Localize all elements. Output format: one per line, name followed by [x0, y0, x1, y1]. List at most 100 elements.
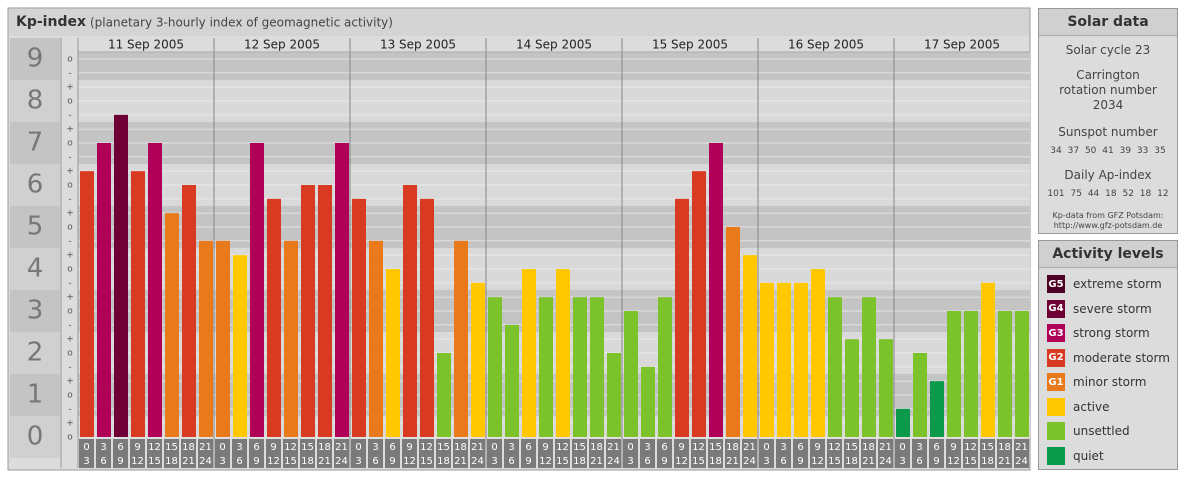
interval-end: 18: [573, 456, 586, 467]
legend-swatch: G3: [1047, 324, 1065, 343]
interval-cell: [164, 439, 179, 468]
minor-tick-label: -: [68, 362, 71, 372]
bar: [777, 282, 791, 437]
interval-end: 6: [236, 456, 242, 467]
bar: [165, 213, 179, 437]
interval-cell: [504, 439, 519, 468]
legend-item: G3 strong storm: [1039, 321, 1177, 346]
interval-start: 12: [692, 442, 705, 453]
interval-cell: [691, 439, 706, 468]
interval-start: 6: [117, 442, 123, 453]
interval-start: 15: [437, 442, 450, 453]
interval-end: 3: [83, 456, 89, 467]
bar: [182, 185, 196, 437]
interval-cell: [963, 439, 978, 468]
sunspot-value: 39: [1119, 146, 1132, 156]
interval-end: 24: [335, 456, 348, 467]
interval-start: 0: [627, 442, 633, 453]
chart-title: Kp-index: [16, 14, 86, 30]
y-tick-label: 8: [27, 86, 44, 116]
interval-start: 0: [899, 442, 905, 453]
interval-cell: [980, 439, 995, 468]
interval-cell: [861, 439, 876, 468]
bar: [964, 311, 978, 437]
y-tick-label: 1: [27, 380, 44, 410]
y-tick-label: 0: [27, 422, 44, 452]
legend-swatch: G5: [1047, 275, 1065, 294]
interval-start: 21: [335, 442, 348, 453]
minor-tick-label: -: [68, 152, 71, 162]
bar: [352, 198, 366, 437]
interval-cell: [130, 439, 145, 468]
legend-item: unsettled: [1039, 419, 1177, 444]
bar: [131, 171, 145, 437]
interval-end: 15: [964, 456, 977, 467]
sunspot-value: 37: [1067, 146, 1080, 156]
y-label-cell: [10, 80, 60, 122]
minor-tick-label: o: [67, 349, 73, 359]
interval-cell: [844, 439, 859, 468]
interval-start: 3: [372, 442, 378, 453]
bar: [692, 171, 706, 437]
interval-cell: [402, 439, 417, 468]
bar: [420, 198, 434, 437]
band: [78, 52, 1030, 80]
ap-value: 75: [1070, 189, 1082, 199]
interval-cell: [351, 439, 366, 468]
interval-cell: [589, 439, 604, 468]
interval-end: 3: [219, 456, 225, 467]
interval-end: 15: [148, 456, 161, 467]
interval-cell: [113, 439, 128, 468]
interval-cell: [232, 439, 247, 468]
bar: [199, 240, 213, 437]
interval-cell: [266, 439, 281, 468]
interval-end: 24: [743, 456, 756, 467]
interval-start: 6: [797, 442, 803, 453]
interval-start: 3: [100, 442, 106, 453]
bar: [250, 143, 264, 437]
bar: [386, 269, 400, 437]
bar: [233, 255, 247, 437]
interval-start: 0: [83, 442, 89, 453]
y-label-cell: [10, 206, 60, 248]
y-label-cell: [10, 332, 60, 374]
interval-end: 15: [692, 456, 705, 467]
minor-tick-label: o: [67, 55, 73, 65]
interval-end: 18: [437, 456, 450, 467]
interval-end: 3: [491, 456, 497, 467]
ap-value: 18: [1139, 189, 1152, 199]
solar-panel: Solar data Solar cycle 23 Carrington rot…: [1038, 8, 1178, 234]
interval-end: 15: [420, 456, 433, 467]
interval-end: 12: [403, 456, 416, 467]
interval-start: 0: [491, 442, 497, 453]
y-label-cell: [10, 122, 60, 164]
bar: [556, 269, 570, 437]
legend-swatch: G1: [1047, 373, 1065, 392]
interval-end: 18: [981, 456, 994, 467]
ap-list: 101 75 44 18 52 18 12: [1039, 189, 1177, 199]
ap-value: 52: [1122, 189, 1134, 199]
legend-label: quiet: [1073, 448, 1104, 463]
interval-cell: [640, 439, 655, 468]
interval-start: 6: [389, 442, 395, 453]
interval-start: 9: [134, 442, 140, 453]
day-label: 13 Sep 2005: [380, 38, 456, 52]
interval-cell: [317, 439, 332, 468]
interval-end: 3: [355, 456, 361, 467]
interval-start: 15: [845, 442, 858, 453]
minor-tick-label: -: [68, 278, 71, 288]
interval-cell: [368, 439, 383, 468]
ap-value: 101: [1047, 189, 1065, 199]
interval-cell: [385, 439, 400, 468]
interval-start: 18: [318, 442, 331, 453]
bar: [114, 114, 128, 438]
interval-end: 6: [508, 456, 514, 467]
interval-cell: [436, 439, 451, 468]
interval-start: 0: [219, 442, 225, 453]
interval-cell: [453, 439, 468, 468]
y-tick-label: 6: [27, 170, 44, 200]
title-bar: [9, 9, 1029, 36]
interval-end: 9: [933, 456, 939, 467]
minor-tick-label: o: [67, 223, 73, 233]
interval-start: 21: [471, 442, 484, 453]
